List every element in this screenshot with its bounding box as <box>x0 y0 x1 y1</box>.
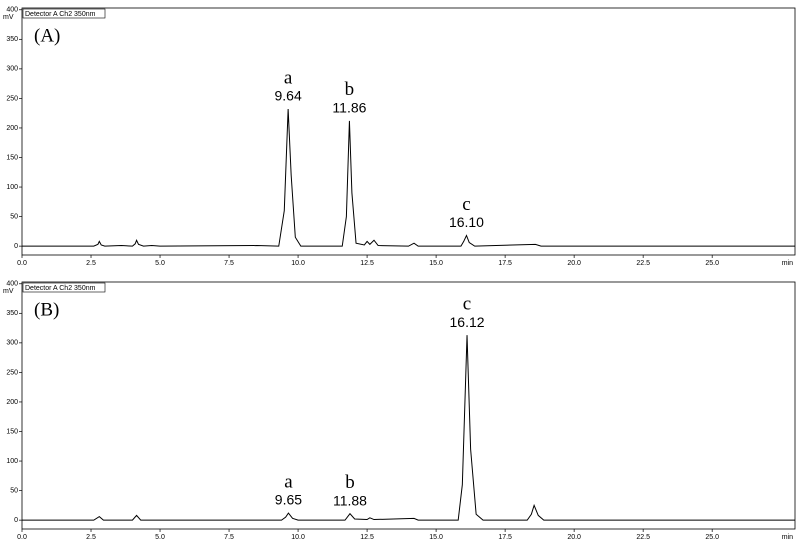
panel-label: (B) <box>34 299 59 320</box>
x-tick-label: 10.0 <box>291 534 305 541</box>
x-tick-label: 20.0 <box>567 534 581 541</box>
y-tick-label: 300 <box>6 340 18 347</box>
detector-label: Detector A Ch2 350nm <box>25 11 96 18</box>
x-tick-label: 7.5 <box>224 534 234 541</box>
peak-letter: a <box>284 471 293 492</box>
x-tick-label: 2.5 <box>86 534 96 541</box>
x-tick-label: 7.5 <box>224 260 234 267</box>
peak-time: 16.12 <box>450 314 485 330</box>
y-tick-label: 400 <box>6 7 18 14</box>
x-tick-label: 15.0 <box>429 260 443 267</box>
detector-label: Detector A Ch2 350nm <box>25 285 96 292</box>
y-tick-label: 200 <box>6 125 18 132</box>
x-tick-label: 2.5 <box>86 260 96 267</box>
y-tick-label: 0 <box>14 243 18 250</box>
y-tick-label: 250 <box>6 369 18 376</box>
peak-time: 11.86 <box>332 100 366 116</box>
x-tick-label: 15.0 <box>429 534 443 541</box>
x-tick-label: 20.0 <box>567 260 581 267</box>
x-tick-label: 0.0 <box>17 260 27 267</box>
x-tick-label: 17.5 <box>498 260 512 267</box>
y-tick-label: 150 <box>6 154 18 161</box>
x-tick-label: 10.0 <box>291 260 305 267</box>
detector-box <box>22 282 106 293</box>
x-tick-label: 5.0 <box>155 260 165 267</box>
x-unit: min <box>782 260 793 267</box>
peak-letter: c <box>463 294 471 315</box>
y-tick-label: 400 <box>6 281 18 288</box>
y-tick-label: 350 <box>6 36 18 43</box>
y-unit: mV <box>3 288 14 295</box>
x-unit: min <box>782 534 793 541</box>
peak-letter: c <box>462 194 470 215</box>
y-tick-label: 100 <box>6 184 18 191</box>
y-tick-label: 50 <box>10 213 18 220</box>
y-tick-label: 250 <box>6 95 18 102</box>
detector-box <box>22 8 106 19</box>
peak-time: 11.88 <box>333 492 367 508</box>
y-tick-label: 200 <box>6 399 18 406</box>
x-tick-label: 0.0 <box>17 534 27 541</box>
y-tick-label: 300 <box>6 66 18 73</box>
x-tick-label: 25.0 <box>705 534 719 541</box>
trace <box>22 335 795 521</box>
peak-letter: a <box>284 67 293 88</box>
x-tick-label: 12.5 <box>360 260 374 267</box>
x-tick-label: 22.5 <box>636 260 650 267</box>
y-tick-label: 50 <box>10 487 18 494</box>
y-unit: mV <box>3 14 14 21</box>
y-tick-label: 350 <box>6 310 18 317</box>
plot-frame <box>21 281 796 530</box>
x-tick-label: 25.0 <box>705 260 719 267</box>
x-tick-label: 5.0 <box>155 534 165 541</box>
x-tick-label: 12.5 <box>360 534 374 541</box>
x-tick-label: 17.5 <box>498 534 512 541</box>
peak-time: 9.65 <box>275 492 302 508</box>
panel-label: (A) <box>34 25 60 46</box>
peak-letter: b <box>345 472 355 493</box>
y-tick-label: 150 <box>6 428 18 435</box>
plot-frame <box>21 7 796 256</box>
peak-time: 9.64 <box>275 88 302 104</box>
peak-time: 16.10 <box>449 214 484 230</box>
y-tick-label: 100 <box>6 458 18 465</box>
y-tick-label: 0 <box>14 517 18 524</box>
trace <box>22 109 795 247</box>
x-tick-label: 22.5 <box>636 534 650 541</box>
peak-letter: b <box>345 79 355 100</box>
